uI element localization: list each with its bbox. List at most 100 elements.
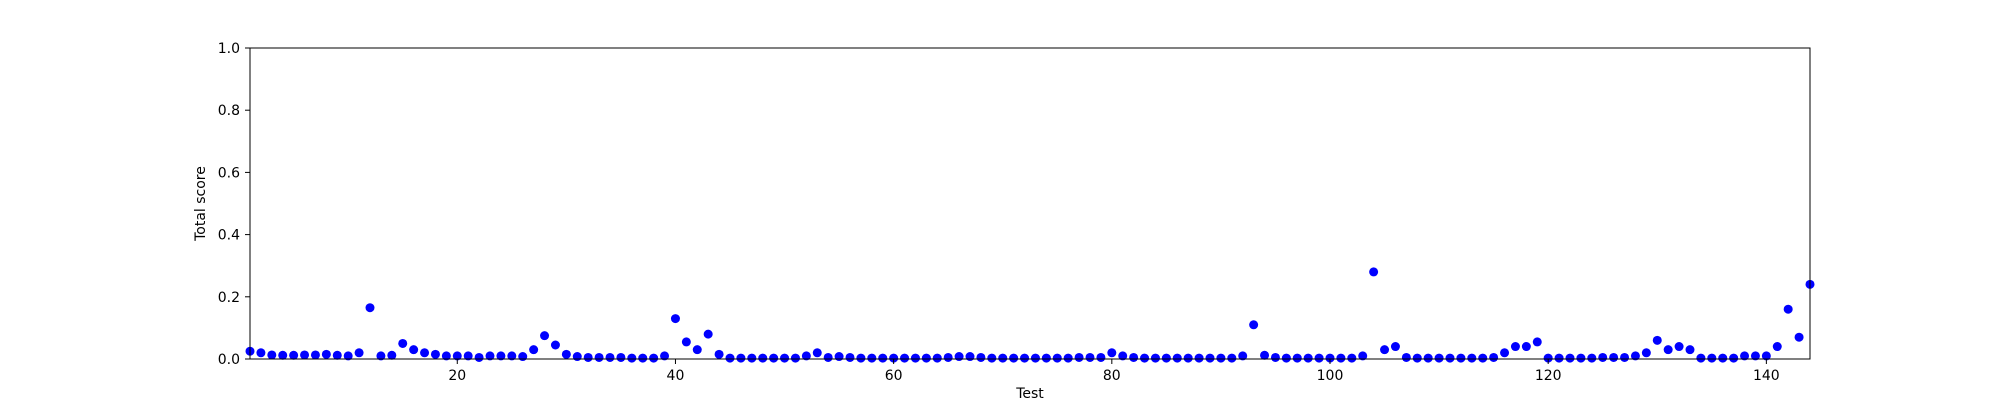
data-point — [1620, 352, 1630, 362]
data-point — [1489, 352, 1499, 362]
data-point — [1783, 304, 1793, 314]
data-point — [463, 351, 473, 361]
data-point — [561, 349, 571, 359]
data-point — [409, 345, 419, 355]
data-point — [780, 353, 790, 363]
data-point — [1020, 353, 1030, 363]
data-point — [758, 353, 768, 363]
y-axis-ticks: 0.0 0.2 0.4 0.6 0.8 1.0 — [218, 41, 250, 368]
data-point — [1172, 353, 1182, 363]
data-point — [1369, 267, 1379, 277]
x-tick-label: 140 — [1753, 368, 1780, 384]
plot-frame — [249, 47, 1811, 360]
data-point — [1532, 337, 1542, 347]
data-point — [1063, 353, 1073, 363]
data-point — [376, 351, 386, 361]
data-point — [583, 352, 593, 362]
data-point — [1336, 353, 1346, 363]
data-point — [1554, 353, 1564, 363]
data-point — [900, 353, 910, 363]
data-point — [1140, 353, 1150, 363]
data-point — [1281, 353, 1291, 363]
data-point — [1434, 353, 1444, 363]
data-point — [1543, 353, 1553, 363]
data-point — [692, 345, 702, 355]
data-point — [725, 353, 735, 363]
data-point — [496, 351, 506, 361]
data-point — [1129, 352, 1139, 362]
data-point — [474, 352, 484, 362]
data-point — [1456, 353, 1466, 363]
data-point — [932, 353, 942, 363]
data-point — [387, 350, 397, 360]
data-point — [1510, 342, 1520, 352]
data-point — [1521, 342, 1531, 352]
x-axis-label: Test — [1015, 386, 1044, 400]
data-point — [867, 353, 877, 363]
data-point — [703, 329, 713, 339]
data-point — [649, 353, 659, 363]
data-point — [801, 351, 811, 361]
y-axis-label: Total score — [193, 166, 209, 242]
data-point — [736, 353, 746, 363]
data-point — [321, 349, 331, 359]
data-point — [889, 353, 899, 363]
data-point — [1347, 353, 1357, 363]
data-point — [343, 351, 353, 361]
data-point — [1652, 335, 1662, 345]
data-point — [1358, 351, 1368, 361]
data-point — [1587, 353, 1597, 363]
x-tick-label: 120 — [1535, 368, 1562, 384]
data-point — [834, 352, 844, 362]
data-point — [627, 353, 637, 363]
data-point — [332, 350, 342, 360]
data-point — [910, 353, 920, 363]
data-point — [1150, 353, 1160, 363]
data-point — [540, 331, 550, 341]
data-point — [1500, 348, 1510, 358]
data-point — [507, 351, 517, 361]
data-point — [1041, 353, 1051, 363]
data-point — [714, 349, 724, 359]
data-point — [856, 353, 866, 363]
x-tick-label: 80 — [1103, 368, 1121, 384]
data-points — [245, 267, 1815, 363]
data-point — [1161, 353, 1171, 363]
data-point — [1390, 342, 1400, 352]
data-point — [1423, 353, 1433, 363]
data-point — [1674, 342, 1684, 352]
data-point — [1216, 353, 1226, 363]
data-point — [1630, 351, 1640, 361]
data-point — [1794, 332, 1804, 342]
y-tick-label: 0.4 — [218, 228, 240, 244]
data-point — [1052, 353, 1062, 363]
data-point — [1118, 351, 1128, 361]
data-point — [1467, 353, 1477, 363]
data-point — [1598, 352, 1608, 362]
data-point — [1576, 353, 1586, 363]
data-point — [790, 353, 800, 363]
data-point — [1107, 348, 1117, 358]
data-point — [681, 337, 691, 347]
data-point — [550, 340, 560, 350]
data-point — [485, 351, 495, 361]
data-point — [452, 351, 462, 361]
data-point — [605, 352, 615, 362]
data-point — [1380, 345, 1390, 355]
x-tick-label: 20 — [448, 368, 466, 384]
x-axis-ticks: 20 40 60 80 100 120 140 — [448, 359, 1780, 384]
data-point — [954, 352, 964, 362]
data-point — [1478, 353, 1488, 363]
data-point — [1238, 351, 1248, 361]
data-point — [256, 348, 266, 358]
x-tick-label: 60 — [885, 368, 903, 384]
data-point — [670, 314, 680, 324]
data-point — [420, 348, 430, 358]
y-tick-label: 0.6 — [218, 165, 240, 181]
x-tick-label: 40 — [667, 368, 685, 384]
data-point — [1772, 342, 1782, 352]
data-point — [812, 348, 822, 358]
data-point — [365, 303, 375, 313]
data-point — [529, 345, 539, 355]
